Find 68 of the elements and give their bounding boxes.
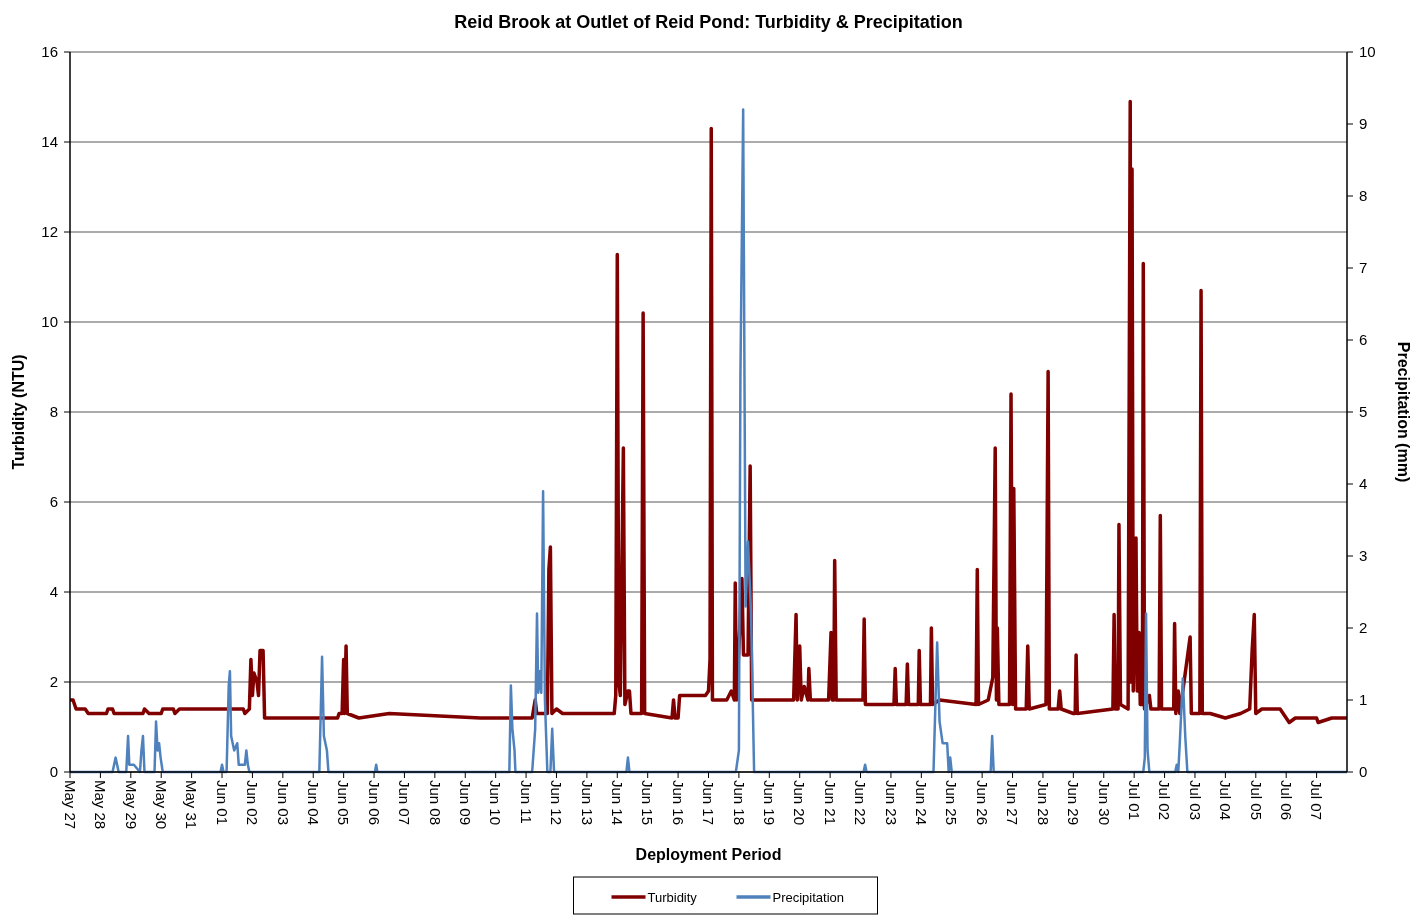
- x-tick-label: Jun 08: [426, 780, 444, 826]
- x-tick-label: Jun 01: [213, 780, 231, 826]
- x-tick-label: Jun 25: [943, 780, 961, 826]
- x-tick-label: May 28: [92, 780, 110, 830]
- x-tick-label: Jun 23: [882, 780, 900, 826]
- x-tick-label: Jun 29: [1065, 780, 1083, 826]
- y-tick-label: 4: [49, 583, 58, 601]
- x-tick-label: Jun 03: [274, 780, 292, 826]
- x-tick-label: Jun 17: [700, 780, 718, 826]
- chart-title: Reid Brook at Outlet of Reid Pond: Turbidity & Precipitation: [454, 12, 963, 32]
- legend-label: Precipitation: [772, 889, 845, 905]
- y-tick-label: 2: [49, 673, 58, 691]
- x-tick-label: Jun 13: [578, 780, 596, 826]
- y-tick-label: 10: [41, 313, 58, 331]
- y2-tick-label: 1: [1359, 691, 1368, 709]
- y-tick-label: 8: [49, 403, 58, 421]
- legend-label: Turbidity: [647, 889, 698, 905]
- x-tick-label: Jun 28: [1034, 780, 1052, 826]
- y-tick-label: 6: [49, 493, 58, 511]
- x-tick-label: May 31: [183, 780, 201, 830]
- y2-tick-label: 5: [1359, 403, 1368, 421]
- x-tick-label: Jun 09: [457, 780, 475, 826]
- x-axis-title: Deployment Period: [635, 846, 782, 863]
- x-tick-label: May 29: [122, 780, 140, 830]
- x-tick-label: Jul 05: [1247, 780, 1265, 821]
- x-tick-label: Jun 18: [730, 780, 748, 826]
- x-tick-label: Jun 10: [487, 780, 505, 826]
- x-tick-label: Jul 02: [1156, 780, 1174, 821]
- x-tick-label: Jun 27: [1004, 780, 1022, 826]
- x-tick-label: Jun 02: [244, 780, 262, 826]
- y-axis-title: Turbidity (NTU): [10, 354, 27, 470]
- y-tick-label: 14: [41, 133, 58, 151]
- x-tick-label: Jun 24: [913, 780, 931, 826]
- x-tick-label: Jun 11: [517, 780, 535, 824]
- y2-tick-label: 7: [1359, 259, 1368, 277]
- x-tick-label: Jun 20: [791, 780, 809, 826]
- x-tick-label: Jun 30: [1095, 780, 1113, 826]
- y2-tick-label: 8: [1359, 187, 1368, 205]
- x-tick-label: Jun 06: [365, 780, 383, 826]
- x-tick-label: May 27: [61, 780, 79, 830]
- x-tick-label: Jun 26: [973, 780, 991, 826]
- x-tick-label: Jun 15: [639, 780, 657, 826]
- y2-tick-label: 3: [1359, 547, 1368, 565]
- x-tick-label: Jun 14: [609, 780, 627, 826]
- x-tick-label: May 30: [152, 780, 170, 830]
- x-tick-label: Jul 03: [1186, 780, 1204, 821]
- y-tick-label: 16: [41, 43, 58, 61]
- x-tick-label: Jun 21: [821, 780, 839, 826]
- x-tick-label: Jun 05: [335, 780, 353, 826]
- y-tick-label: 0: [49, 763, 58, 781]
- x-tick-label: Jul 06: [1277, 780, 1295, 821]
- x-tick-label: Jun 12: [548, 780, 566, 826]
- y2-tick-label: 9: [1359, 115, 1368, 133]
- y2-tick-label: 4: [1359, 475, 1368, 493]
- y2-axis-title: Precipitation (mm): [1395, 341, 1411, 483]
- y-tick-label: 12: [41, 223, 58, 241]
- x-tick-label: Jun 19: [761, 780, 779, 826]
- y2-tick-label: 10: [1359, 43, 1376, 61]
- y2-tick-label: 2: [1359, 619, 1368, 637]
- x-tick-label: Jul 07: [1308, 780, 1326, 821]
- x-tick-label: Jul 01: [1125, 780, 1143, 821]
- x-tick-label: Jun 22: [852, 780, 870, 826]
- x-tick-label: Jun 07: [396, 780, 414, 826]
- x-tick-label: Jul 04: [1217, 780, 1235, 821]
- x-tick-label: Jun 04: [304, 780, 322, 826]
- y2-tick-label: 6: [1359, 331, 1368, 349]
- x-tick-label: Jun 16: [669, 780, 687, 826]
- y2-tick-label: 0: [1359, 763, 1368, 781]
